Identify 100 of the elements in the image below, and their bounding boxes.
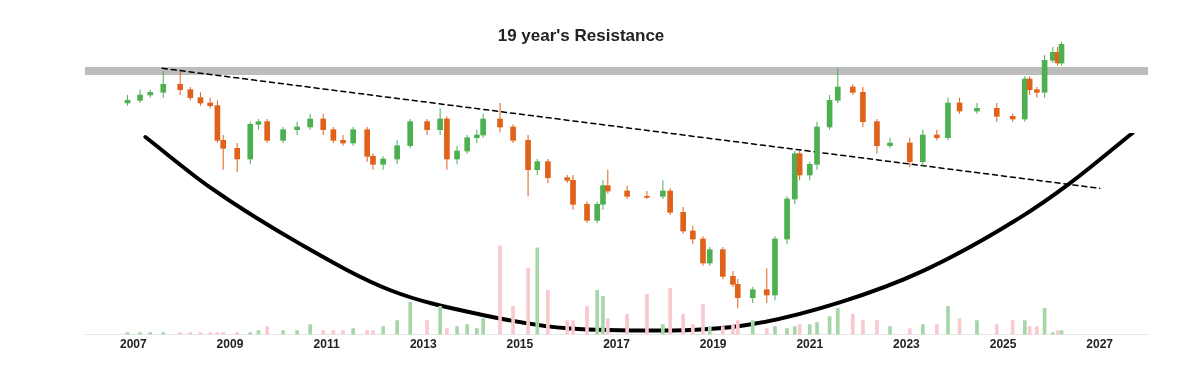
bar	[681, 314, 686, 335]
bar	[1010, 320, 1015, 335]
bar	[861, 320, 865, 335]
bar	[888, 326, 892, 335]
candlestick	[719, 246, 726, 280]
candlestick	[380, 155, 386, 171]
bar	[601, 295, 605, 335]
bar	[785, 328, 789, 335]
candlestick	[772, 235, 778, 301]
candlestick	[234, 142, 241, 173]
bar	[792, 326, 797, 335]
bar	[994, 324, 999, 335]
candlestick	[584, 201, 590, 224]
x-tick-label: 2011	[313, 337, 340, 352]
bar	[341, 330, 345, 335]
bar	[371, 330, 375, 335]
candlestick	[680, 206, 687, 235]
bar	[308, 324, 312, 335]
candlestick	[700, 235, 706, 267]
candlestick	[660, 179, 666, 200]
candlestick	[974, 102, 980, 115]
candlestick	[834, 67, 841, 104]
bar	[265, 326, 269, 335]
candlestick	[187, 86, 194, 101]
bar	[1035, 326, 1039, 335]
candlestick	[545, 158, 551, 184]
bar	[707, 326, 712, 335]
bar	[455, 326, 459, 335]
bar	[645, 293, 649, 335]
candlestick	[330, 126, 337, 144]
candlestick	[340, 134, 346, 147]
bar	[565, 320, 570, 335]
bar	[365, 330, 370, 335]
candlestick	[1021, 75, 1028, 123]
candlestick	[534, 158, 541, 176]
bar	[875, 320, 879, 335]
bar	[773, 326, 777, 335]
candlestick	[424, 118, 430, 136]
bar	[351, 328, 355, 335]
bar	[815, 322, 819, 335]
bar	[498, 245, 502, 335]
x-tick-label: 2027	[1086, 337, 1114, 352]
chart-title: 19 year's Resistance	[496, 26, 666, 46]
candlestick	[350, 126, 356, 147]
candlestick	[791, 150, 798, 205]
candlestick	[706, 246, 713, 267]
bar	[438, 306, 442, 335]
candlestick	[604, 169, 611, 195]
bar	[1022, 320, 1027, 335]
candlestick	[525, 134, 531, 197]
x-tick-label: 2007	[119, 337, 147, 352]
candlestick	[394, 139, 400, 165]
candlestick	[860, 86, 866, 128]
candlestick	[454, 145, 460, 165]
candlestick	[137, 89, 143, 104]
bar	[526, 267, 530, 335]
bar	[535, 247, 540, 335]
x-tick-label: 2009	[216, 337, 244, 352]
bar	[381, 326, 385, 335]
candlestick	[749, 286, 756, 304]
x-tick-label: 2013	[409, 337, 437, 352]
bar	[807, 324, 812, 335]
candlestick	[444, 115, 450, 171]
candlestick	[1009, 113, 1016, 123]
candlestick	[993, 102, 1000, 123]
candlestick	[934, 129, 940, 141]
bar	[445, 328, 449, 335]
x-tick-label: 2015	[506, 337, 534, 352]
candlestick	[147, 89, 154, 99]
candlestick	[1034, 86, 1040, 99]
candlestick	[177, 70, 184, 96]
candlestick	[690, 225, 696, 245]
bar	[475, 328, 479, 335]
bar	[835, 308, 840, 335]
candlestick	[320, 113, 327, 136]
bar	[395, 320, 399, 335]
bar	[720, 326, 725, 335]
candlestick	[480, 113, 486, 139]
bar	[281, 330, 285, 335]
bar	[625, 314, 629, 335]
bar	[691, 324, 695, 335]
bar	[546, 289, 550, 335]
candlestick	[920, 129, 926, 168]
candlestick	[437, 107, 443, 136]
candlestick	[160, 70, 167, 99]
candlestick	[264, 118, 270, 144]
candlestick	[255, 118, 262, 131]
x-tick-label: 2017	[603, 337, 631, 352]
candlestick	[280, 126, 286, 144]
candlestick	[207, 97, 213, 109]
bar	[975, 320, 979, 335]
candlestick	[874, 118, 880, 155]
candlestick	[497, 102, 503, 133]
bar	[408, 302, 413, 335]
x-tick-label: 2021	[796, 337, 824, 352]
candlestick	[667, 187, 673, 216]
bar	[735, 320, 740, 335]
x-tick-label: 2025	[989, 337, 1017, 352]
candlestick	[510, 123, 516, 144]
bar	[585, 306, 589, 335]
